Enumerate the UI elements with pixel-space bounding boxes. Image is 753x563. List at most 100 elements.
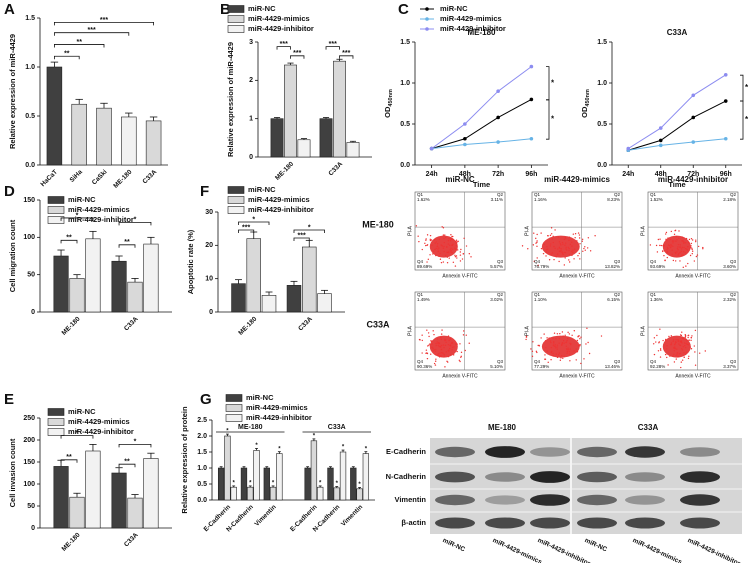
x-axis-label: Annexin V-FITC	[559, 373, 595, 379]
event-dot	[672, 245, 674, 247]
event-dot	[668, 335, 670, 338]
event-dot	[557, 236, 560, 238]
legend-label: miR-4429-inhibitor	[248, 205, 314, 214]
legend-label: miR-NC	[68, 195, 96, 204]
event-dot	[670, 245, 673, 247]
y-axis-label: OD450nm	[383, 89, 394, 118]
event-dot	[577, 255, 579, 257]
y-tick-label: 0	[31, 525, 35, 532]
x-tick-label: C33A	[297, 315, 314, 332]
event-dot	[674, 347, 676, 350]
significance-label: *	[745, 83, 749, 92]
event-dot	[691, 335, 693, 337]
event-dot	[674, 229, 677, 231]
event-dot	[588, 352, 591, 355]
bar	[127, 281, 143, 313]
event-dot	[678, 230, 680, 232]
event-dot	[584, 246, 586, 248]
event-dot	[600, 335, 603, 337]
event-dot	[674, 341, 677, 344]
event-dot	[450, 354, 452, 356]
event-dot	[552, 241, 555, 244]
event-dot	[459, 251, 462, 253]
event-dot	[438, 356, 441, 358]
event-dot	[702, 246, 704, 249]
y-tick-label: 100	[23, 481, 35, 488]
event-dot	[550, 346, 553, 349]
bar	[246, 238, 261, 313]
event-dot	[552, 337, 554, 340]
event-dot	[440, 355, 443, 357]
event-dot	[552, 352, 554, 355]
point	[496, 140, 500, 144]
event-dot	[682, 337, 685, 340]
event-dot	[426, 261, 428, 263]
x-axis-label: Annexin V-FITC	[559, 273, 595, 279]
y-tick-label: 1.0	[597, 80, 607, 87]
significance-label: *	[745, 115, 749, 124]
event-dot	[450, 250, 452, 253]
y-axis-label: Relative expression of miR-4429	[8, 34, 17, 149]
event-dot	[437, 248, 439, 250]
event-dot	[429, 234, 432, 237]
event-dot	[450, 234, 452, 236]
event-dot	[428, 344, 430, 346]
blot-band	[435, 494, 475, 506]
event-dot	[690, 242, 693, 245]
event-dot	[447, 355, 450, 358]
quadrant-label: Q2	[730, 292, 737, 297]
event-dot	[445, 351, 448, 353]
event-dot	[687, 262, 689, 265]
event-dot	[459, 260, 462, 262]
event-dot	[653, 337, 656, 339]
event-dot	[566, 348, 568, 351]
x-axis-label: Time	[473, 180, 490, 189]
event-dot	[664, 353, 667, 356]
event-dot	[669, 355, 671, 357]
y-axis-label: Relative expression of protein	[180, 406, 189, 514]
event-dot	[559, 359, 562, 361]
event-dot	[563, 238, 566, 241]
event-dot	[682, 240, 684, 242]
protein-label: N-Cadherin	[386, 472, 427, 481]
event-dot	[457, 249, 459, 251]
significance-label: *	[551, 115, 555, 124]
quadrant-percentage: 1.62%	[417, 197, 430, 202]
bar	[247, 486, 254, 501]
event-dot	[555, 337, 557, 340]
quadrant-percentage: 13.46%	[605, 364, 620, 369]
x-axis-label: Time	[668, 180, 685, 189]
event-dot	[543, 243, 545, 246]
event-dot	[536, 241, 538, 244]
event-dot	[444, 254, 447, 257]
bar	[127, 497, 143, 529]
event-dot	[441, 226, 443, 228]
protein-label: E-Cadherin	[386, 447, 426, 456]
event-dot	[670, 246, 672, 249]
event-dot	[449, 347, 451, 350]
event-dot	[434, 350, 437, 352]
blot-band	[625, 495, 665, 505]
blot-band	[577, 471, 617, 483]
lane-label: miR-NC	[583, 537, 608, 554]
event-dot	[560, 354, 563, 357]
event-dot	[579, 258, 581, 260]
bar	[350, 467, 357, 501]
event-dot	[658, 342, 660, 344]
event-dot	[455, 240, 457, 243]
event-dot	[441, 351, 443, 354]
event-dot	[444, 339, 446, 342]
y-tick-label: 0.0	[25, 162, 35, 169]
event-dot	[579, 345, 581, 347]
legend-swatch	[227, 196, 245, 204]
blot-band	[530, 494, 570, 506]
significance-bracket	[54, 32, 130, 36]
event-dot	[594, 235, 596, 237]
event-dot	[438, 238, 441, 241]
event-dot	[429, 353, 432, 355]
event-dot	[443, 241, 445, 244]
event-dot	[684, 336, 686, 338]
event-dot	[572, 251, 574, 254]
event-dot	[560, 251, 562, 253]
y-axis-label-main: OD	[580, 106, 589, 118]
